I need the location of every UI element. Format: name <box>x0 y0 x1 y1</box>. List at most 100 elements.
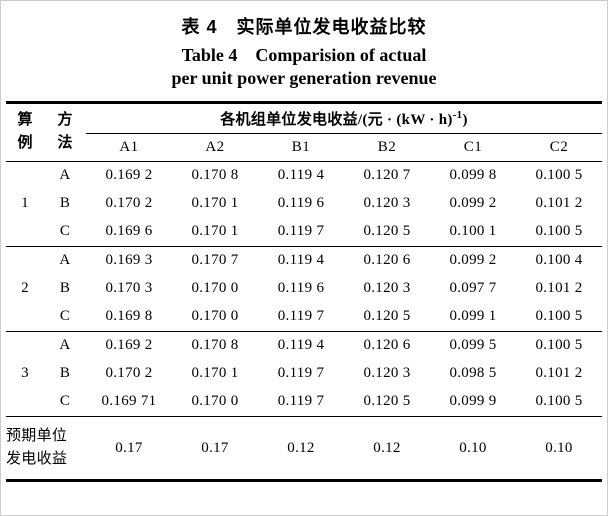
method-cell: B <box>59 195 71 212</box>
table-row: C 0.169 71 0.170 0 0.119 7 0.120 5 0.099… <box>6 388 602 417</box>
value-cell: 0.119 7 <box>277 393 325 410</box>
unit-column-header-c2: C2 <box>549 138 569 155</box>
value-cell: 0.119 4 <box>277 252 325 269</box>
expected-revenue-label-line1: 预期单位 <box>6 427 68 444</box>
table-title-en-line1: Table 4 Comparision of actual <box>181 45 427 65</box>
unit-column-header-a2: A2 <box>205 138 225 155</box>
table-row: 2 A 0.169 3 0.170 7 0.119 4 0.120 6 0.09… <box>6 246 602 296</box>
case-cell: 2 <box>21 280 29 297</box>
case-header-line1: 算 <box>17 112 33 129</box>
value-cell: 0.169 3 <box>105 252 153 269</box>
value-cell: 0.101 2 <box>535 280 583 297</box>
value-cell: 0.119 6 <box>277 195 325 212</box>
footer-row: 预期单位 发电收益 0.17 0.17 0.12 0.12 0.10 0.10 <box>6 416 602 481</box>
revenue-span-header: 各机组单位发电收益/(元 · (kW · h)-1) <box>86 102 602 134</box>
value-cell: 0.099 9 <box>449 393 497 410</box>
value-cell: 0.17 <box>201 439 229 456</box>
table-row: B 0.170 3 0.170 0 0.119 6 0.120 3 0.097 … <box>6 275 602 303</box>
table-row: C 0.169 6 0.170 1 0.119 7 0.120 5 0.100 … <box>6 218 602 247</box>
value-cell: 0.119 4 <box>277 337 325 354</box>
case-column-header: 算 例 <box>6 102 44 161</box>
revenue-span-header-superscript: -1 <box>452 108 463 121</box>
method-cell: B <box>59 280 71 297</box>
method-cell: B <box>59 365 71 382</box>
value-cell: 0.12 <box>373 439 401 456</box>
value-cell: 0.100 5 <box>535 167 583 184</box>
method-header-line1: 方 <box>57 112 73 129</box>
value-cell: 0.120 5 <box>363 393 411 410</box>
case-cell: 3 <box>21 365 29 382</box>
case-group-1: 1 A 0.169 2 0.170 8 0.119 4 0.120 7 0.09… <box>6 161 602 246</box>
value-cell: 0.170 0 <box>191 308 239 325</box>
value-cell: 0.101 2 <box>535 195 583 212</box>
value-cell: 0.169 2 <box>105 167 153 184</box>
value-cell: 0.099 8 <box>449 167 497 184</box>
value-cell: 0.17 <box>115 439 143 456</box>
value-cell: 0.100 5 <box>535 337 583 354</box>
value-cell: 0.12 <box>287 439 315 456</box>
unit-column-header-a1: A1 <box>119 138 139 155</box>
value-cell: 0.10 <box>459 439 487 456</box>
value-cell: 0.170 1 <box>191 195 239 212</box>
expected-revenue-label: 预期单位 发电收益 <box>6 416 86 481</box>
unit-column-header-b2: B2 <box>377 138 397 155</box>
value-cell: 0.101 2 <box>535 365 583 382</box>
method-column-header: 方 法 <box>44 102 86 161</box>
value-cell: 0.10 <box>545 439 573 456</box>
value-cell: 0.119 7 <box>277 308 325 325</box>
value-cell: 0.120 3 <box>363 195 411 212</box>
value-cell: 0.120 3 <box>363 280 411 297</box>
value-cell: 0.120 5 <box>363 308 411 325</box>
table-footer: 预期单位 发电收益 0.17 0.17 0.12 0.12 0.10 0.10 <box>6 416 602 481</box>
value-cell: 0.170 2 <box>105 365 153 382</box>
method-header-line2: 法 <box>57 135 73 152</box>
revenue-table: 算 例 方 法 各机组单位发电收益/(元 · (kW · h)-1) A1 A2… <box>6 100 602 483</box>
case-group-3: 3 A 0.169 2 0.170 8 0.119 4 0.120 6 0.09… <box>6 331 602 416</box>
value-cell: 0.170 0 <box>191 393 239 410</box>
method-cell: A <box>59 167 71 184</box>
unit-column-header-b1: B1 <box>291 138 311 155</box>
value-cell: 0.119 4 <box>277 167 325 184</box>
value-cell: 0.100 5 <box>535 393 583 410</box>
case-header-line2: 例 <box>17 135 33 152</box>
value-cell: 0.097 7 <box>449 280 497 297</box>
table-row: 3 A 0.169 2 0.170 8 0.119 4 0.120 6 0.09… <box>6 331 602 381</box>
value-cell: 0.100 1 <box>449 223 497 240</box>
unit-column-header-c1: C1 <box>463 138 483 155</box>
table-title-en: Table 4 Comparision of actual per unit p… <box>6 44 602 91</box>
table-row: C 0.169 8 0.170 0 0.119 7 0.120 5 0.099 … <box>6 303 602 332</box>
value-cell: 0.120 7 <box>363 167 411 184</box>
method-cell: C <box>59 393 71 410</box>
case-group-2: 2 A 0.169 3 0.170 7 0.119 4 0.120 6 0.09… <box>6 246 602 331</box>
value-cell: 0.098 5 <box>449 365 497 382</box>
case-cell: 1 <box>21 195 29 212</box>
table-header: 算 例 方 法 各机组单位发电收益/(元 · (kW · h)-1) A1 A2… <box>6 102 602 162</box>
value-cell: 0.169 2 <box>105 337 153 354</box>
method-cell: C <box>59 308 71 325</box>
value-cell: 0.099 2 <box>449 195 497 212</box>
table-row: 1 A 0.169 2 0.170 8 0.119 4 0.120 7 0.09… <box>6 161 602 211</box>
value-cell: 0.169 71 <box>101 393 157 410</box>
header-row-top: 算 例 方 法 各机组单位发电收益/(元 · (kW · h)-1) <box>6 102 602 151</box>
table-title-en-line2: per unit power generation revenue <box>171 68 437 89</box>
value-cell: 0.120 5 <box>363 223 411 240</box>
value-cell: 0.099 5 <box>449 337 497 354</box>
value-cell: 0.099 2 <box>449 252 497 269</box>
value-cell: 0.099 1 <box>449 308 497 325</box>
value-cell: 0.120 6 <box>363 252 411 269</box>
table-row: B 0.170 2 0.170 1 0.119 7 0.120 3 0.098 … <box>6 360 602 388</box>
value-cell: 0.169 8 <box>105 308 153 325</box>
value-cell: 0.120 3 <box>363 365 411 382</box>
value-cell: 0.100 5 <box>535 223 583 240</box>
value-cell: 0.170 1 <box>191 223 239 240</box>
value-cell: 0.100 4 <box>535 252 583 269</box>
value-cell: 0.100 5 <box>535 308 583 325</box>
value-cell: 0.169 6 <box>105 223 153 240</box>
expected-revenue-label-line2: 发电收益 <box>6 451 68 468</box>
method-cell: A <box>59 252 71 269</box>
value-cell: 0.170 8 <box>191 167 239 184</box>
method-cell: A <box>59 337 71 354</box>
table-row: B 0.170 2 0.170 1 0.119 6 0.120 3 0.099 … <box>6 190 602 218</box>
method-cell: C <box>59 223 71 240</box>
